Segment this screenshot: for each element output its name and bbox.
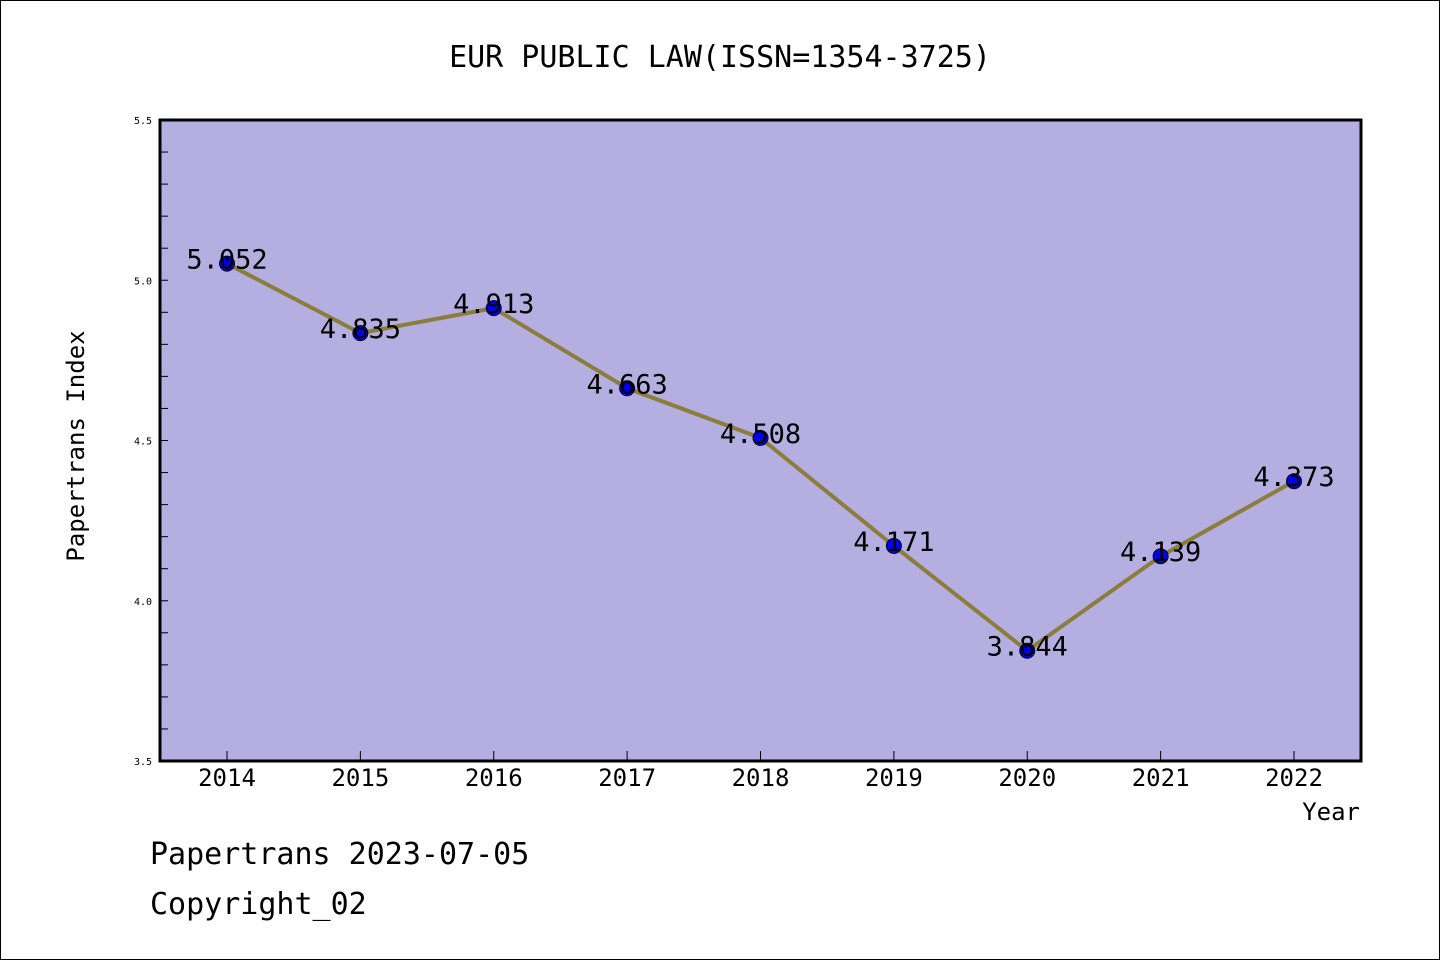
y-tick-label: 4.5: [134, 437, 152, 448]
data-point: [485, 300, 502, 317]
series-line-group: [219, 255, 1302, 659]
data-label: 4.171: [853, 527, 934, 558]
data-point: [219, 255, 235, 272]
x-tick-label: 2015: [331, 764, 389, 792]
data-point: [885, 537, 902, 554]
x-axis-label: Year: [1302, 798, 1360, 826]
x-tick-label: 2020: [998, 764, 1056, 792]
data-label: 4.913: [453, 289, 534, 320]
data-label: 5.052: [186, 245, 267, 276]
y-axis-label: Papertrans Index: [62, 330, 90, 561]
y-tick-label: 3.5: [134, 757, 152, 768]
data-label-group: 5.052 4.835 4.913 4.663 4.508 4.171 3.844 4.139…: [186, 245, 1334, 663]
data-label: 4.663: [586, 369, 667, 400]
y-axis: 3.5 4.0 4.5 5.0 5.5: [134, 116, 168, 768]
x-tick-label: 2017: [598, 764, 656, 792]
y-tick-label: 4.0: [134, 597, 152, 608]
data-point: [1152, 548, 1169, 565]
chart-title: EUR PUBLIC LAW(ISSN=1354-3725): [449, 40, 991, 75]
data-point: [1286, 473, 1302, 490]
data-point: [352, 325, 369, 342]
data-label: 4.139: [1120, 537, 1201, 568]
x-tick-label: 2018: [732, 764, 790, 792]
data-point: [1019, 642, 1036, 659]
data-point: [619, 380, 636, 397]
x-tick-label: 2014: [198, 764, 256, 792]
data-label: 4.508: [720, 419, 801, 450]
y-tick-label: 5.0: [134, 276, 152, 287]
x-tick-label: 2016: [465, 764, 523, 792]
data-label: 4.373: [1253, 462, 1334, 493]
x-tick-label: 2022: [1265, 764, 1323, 792]
footer-date: Papertrans 2023-07-05: [150, 837, 529, 872]
x-tick-label: 2019: [865, 764, 923, 792]
data-label: 3.844: [987, 632, 1068, 663]
y-tick-label: 5.5: [134, 116, 152, 127]
footer-copyright: Copyright_02: [150, 887, 367, 922]
x-axis: 2014 2015 2016 2017 2018 2019 2020 2021 2022: [198, 751, 1323, 792]
data-label: 4.835: [320, 314, 401, 345]
x-tick-label: 2021: [1132, 764, 1190, 792]
data-point: [752, 429, 769, 446]
